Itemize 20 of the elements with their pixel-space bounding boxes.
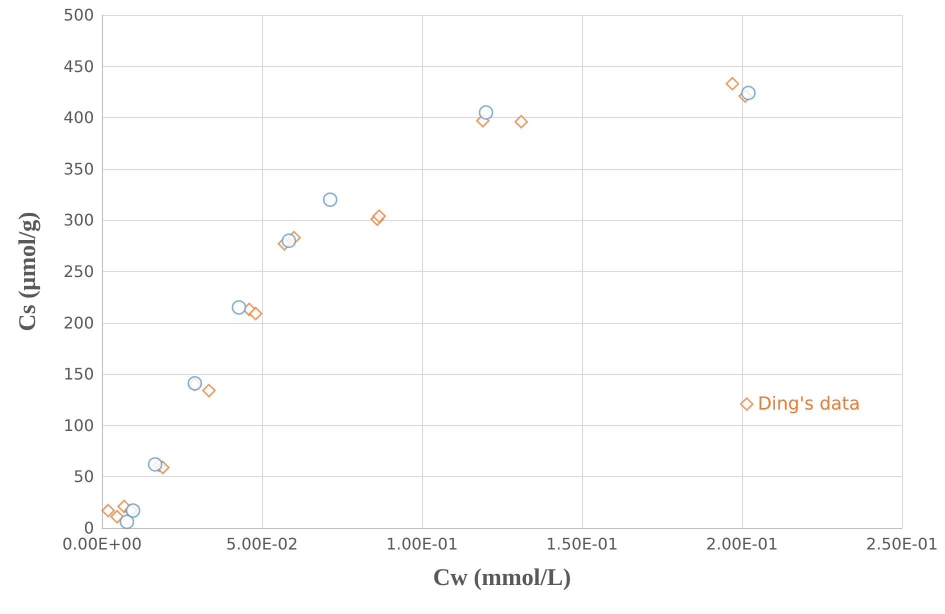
x-tick-label: 5.00E-02 <box>226 534 298 554</box>
y-tick-label: 0 <box>84 518 94 538</box>
y-tick-label: 50 <box>74 467 94 486</box>
y-tick-label: 350 <box>63 159 94 178</box>
x-tick-label: 1.00E-01 <box>386 534 458 554</box>
y-tick-label: 450 <box>63 56 94 76</box>
x-axis-title: Cw (mmol/L) <box>433 565 571 591</box>
y-tick-label: 200 <box>63 313 94 332</box>
y-tick-label: 400 <box>63 108 94 128</box>
x-tick-label: 2.00E-01 <box>706 534 778 554</box>
x-tick-label: 2.50E-01 <box>866 534 938 554</box>
y-tick-label: 500 <box>63 6 94 24</box>
y-tick-label: 150 <box>63 364 94 384</box>
x-tick-label: 0.00E+00 <box>62 534 142 554</box>
y-tick-label: 250 <box>63 262 94 281</box>
x-tick-label: 1.50E-01 <box>546 534 618 554</box>
y-tick-label: 100 <box>63 416 94 435</box>
y-axis-title: Cs (μmol/g) <box>15 212 41 332</box>
legend-label: Ding's data <box>758 394 860 414</box>
y-tick-label: 300 <box>63 210 94 230</box>
